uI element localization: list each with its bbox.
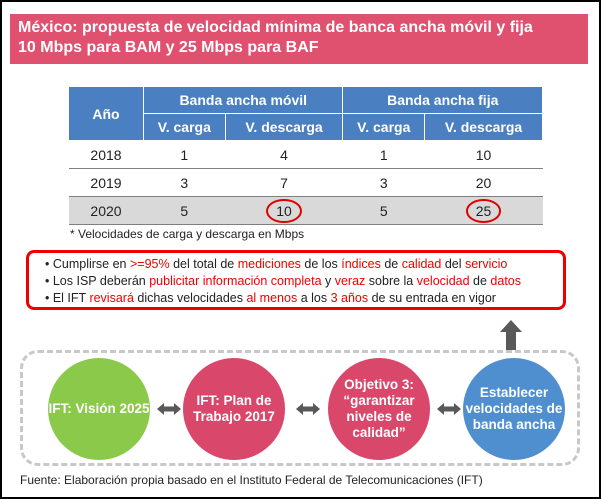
highlight-text: calidad xyxy=(401,257,442,271)
cell-year: 2018 xyxy=(68,140,144,169)
arrow-up-icon xyxy=(500,320,522,350)
source-note: Fuente: Elaboración propia basado en el … xyxy=(20,473,483,487)
subheader-fija-descarga: V. descarga xyxy=(424,113,543,141)
objetivo-3-circle: Objetivo 3: “garantizar niveles de calid… xyxy=(328,358,430,460)
cell-movil-descarga: 4 xyxy=(225,140,343,169)
bullet-2: • Los ISP deberán publicitar información… xyxy=(45,273,563,290)
highlight-text: servicio xyxy=(464,257,508,271)
plan-trabajo-circle: IFT: Plan de Trabajo 2017 xyxy=(183,358,285,460)
speed-table: Año Banda ancha móvil Banda ancha fija V… xyxy=(68,86,543,225)
subheader-movil-descarga: V. descarga xyxy=(224,113,344,141)
vision-2025-circle: IFT: Visión 2025 xyxy=(48,358,150,460)
highlight-text: 3 años xyxy=(330,291,369,305)
text: del xyxy=(441,257,465,271)
highlight-text: datos xyxy=(490,274,522,288)
highlight-circle: 10 xyxy=(266,198,302,223)
text: de xyxy=(380,257,402,271)
circle-label: IFT: Plan de Trabajo 2017 xyxy=(193,393,275,424)
text: de su entrada en vigor xyxy=(368,291,496,305)
text: de xyxy=(469,274,491,288)
subheader-movil-carga: V. carga xyxy=(143,113,226,141)
slide-title: México: propuesta de velocidad mínima de… xyxy=(10,14,588,64)
title-line-1: México: propuesta de velocidad mínima de… xyxy=(18,19,533,36)
establecer-velocidades-circle: Establecer velocidades de banda ancha xyxy=(463,358,565,460)
cell-fija-carga: 3 xyxy=(342,168,425,197)
cell-movil-carga: 3 xyxy=(143,168,226,197)
header-movil: Banda ancha móvil xyxy=(142,86,344,114)
highlight-text: mediciones xyxy=(237,257,301,271)
bullet-1: • Cumplirse en >=95% del total de medici… xyxy=(45,256,563,273)
table-row: 2020 5 10 5 25 xyxy=(68,196,543,225)
highlight-text: veraz xyxy=(334,274,366,288)
highlight-text: índices xyxy=(341,257,381,271)
text: • El IFT xyxy=(45,291,90,305)
cell-movil-carga: 1 xyxy=(143,140,226,169)
cell-year: 2019 xyxy=(68,168,144,197)
double-arrow-icon xyxy=(157,403,181,415)
text: a los xyxy=(297,291,331,305)
cell-fija-carga: 1 xyxy=(342,140,425,169)
subheader-fija-carga: V. carga xyxy=(342,113,426,141)
highlight-text: publicitar información completa xyxy=(149,274,322,288)
table-row: 2019 3 7 3 20 xyxy=(68,168,543,197)
circle-label: IFT: Visión 2025 xyxy=(48,401,150,416)
flow-container xyxy=(20,350,580,466)
title-line-2: 10 Mbps para BAM y 25 Mbps para BAF xyxy=(18,39,319,56)
cell-fija-carga: 5 xyxy=(342,196,425,225)
cell-movil-descarga: 7 xyxy=(225,168,343,197)
highlight-text: velocidad xyxy=(416,274,470,288)
text: dichas velocidades xyxy=(133,291,247,305)
highlight-text: al menos xyxy=(246,291,298,305)
table-row: 2018 1 4 1 10 xyxy=(68,140,543,169)
requirements-box: • Cumplirse en >=95% del total de medici… xyxy=(26,250,566,310)
text: y xyxy=(321,274,335,288)
text: sobre la xyxy=(365,274,417,288)
double-arrow-icon xyxy=(296,403,320,415)
text: de los xyxy=(300,257,342,271)
highlight-text: revisará xyxy=(89,291,134,305)
cell-fija-descarga: 25 xyxy=(424,196,543,225)
text: del total de xyxy=(169,257,238,271)
highlight-text: >=95% xyxy=(129,257,170,271)
units-note: * Velocidades de carga y descarga en Mbp… xyxy=(70,227,305,241)
header-fija: Banda ancha fija xyxy=(342,86,543,114)
double-arrow-icon xyxy=(437,403,461,415)
cell-fija-descarga: 20 xyxy=(424,168,543,197)
bullet-3: • El IFT revisará dichas velocidades al … xyxy=(45,290,563,307)
text: • Cumplirse en xyxy=(45,257,130,271)
header-year: Año xyxy=(68,86,144,141)
cell-year: 2020 xyxy=(68,196,144,225)
text: • Los ISP deberán xyxy=(45,274,150,288)
cell-movil-carga: 5 xyxy=(143,196,226,225)
cell-movil-descarga: 10 xyxy=(225,196,343,225)
circle-label: Objetivo 3: “garantizar niveles de calid… xyxy=(343,377,415,440)
cell-fija-descarga: 10 xyxy=(424,140,543,169)
circle-label: Establecer velocidades de banda ancha xyxy=(465,385,563,432)
highlight-circle: 25 xyxy=(465,198,502,223)
